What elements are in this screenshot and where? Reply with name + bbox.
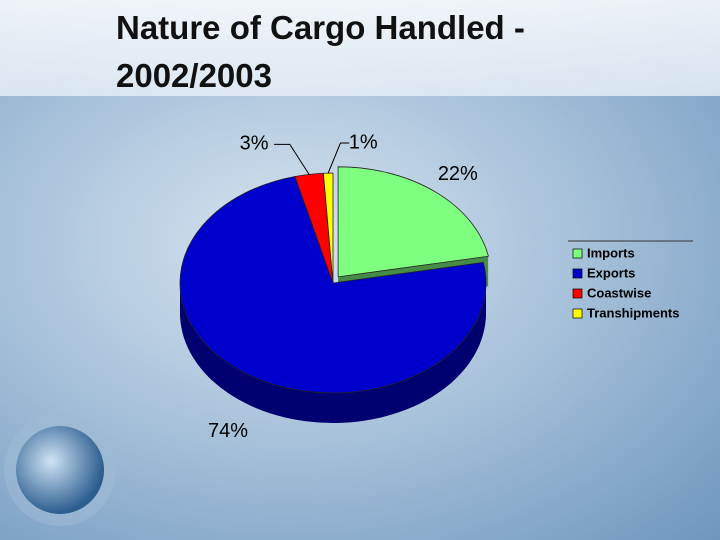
leader-line (327, 142, 350, 174)
slice (337, 166, 489, 278)
data-label: 74% (208, 420, 248, 442)
chart-title: Nature of Cargo Handled - 2002/2003 (116, 9, 525, 94)
data-label: 22% (438, 163, 478, 185)
legend-swatch (572, 268, 583, 279)
legend-label: Transhipments (587, 305, 679, 320)
title-band (0, 0, 720, 96)
data-label: 1% (349, 131, 378, 153)
legend-swatch (572, 248, 583, 259)
legend-label: Exports (587, 265, 635, 280)
slice (179, 176, 487, 394)
legend-label: Coastwise (587, 285, 651, 300)
legend-swatch (572, 308, 583, 319)
data-label: 3% (240, 133, 269, 155)
leader-line (274, 143, 310, 175)
legend-swatch (572, 288, 583, 299)
legend-label: Imports (587, 245, 635, 260)
globe (16, 426, 104, 514)
